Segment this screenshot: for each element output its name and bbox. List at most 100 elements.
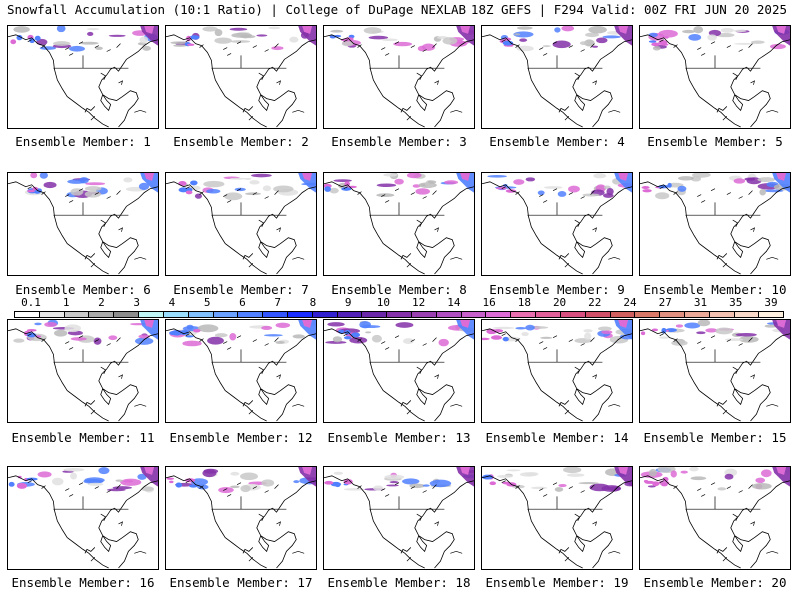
colorbar-tick-label: 22	[588, 296, 602, 309]
north-america-map	[640, 467, 790, 569]
north-america-map	[324, 26, 474, 128]
north-america-map	[482, 173, 632, 275]
colorbar-tick-label: 10	[376, 296, 390, 309]
ensemble-member-label: Ensemble Member: 7	[173, 282, 309, 297]
colorbar-tick-label: 12	[411, 296, 426, 309]
colorbar-swatch	[287, 312, 313, 317]
north-america-map	[166, 173, 316, 275]
ensemble-member-map	[639, 172, 791, 276]
ensemble-member-map	[323, 172, 475, 276]
ensemble-member-map	[165, 25, 317, 129]
colorbar-swatch	[436, 312, 462, 317]
north-america-map	[482, 26, 632, 128]
ensemble-member-label: Ensemble Member: 16	[11, 575, 155, 590]
ensemble-member-label: Ensemble Member: 13	[327, 430, 471, 445]
ensemble-member-map	[639, 25, 791, 129]
colorbar-tick-label: 6	[239, 296, 246, 309]
north-america-map	[8, 26, 158, 128]
colorbar-swatch	[660, 312, 685, 317]
colorbar-tick-label: 0.1	[21, 296, 41, 309]
map-title: Snowfall Accumulation (10:1 Ratio) | Col…	[7, 2, 467, 17]
ensemble-member-map	[7, 25, 159, 129]
colorbar-swatch	[312, 312, 338, 317]
ensemble-member-map	[165, 466, 317, 570]
ensemble-member-map	[323, 25, 475, 129]
ensemble-member-map	[639, 319, 791, 423]
ensemble-member-map	[165, 172, 317, 276]
run-valid-time: 18Z GEFS | F294 Valid: 00Z FRI JUN 20 20…	[470, 2, 787, 17]
colorbar-tick-label: 4	[168, 296, 176, 309]
colorbar-swatch	[734, 312, 760, 317]
colorbar-swatch	[684, 312, 710, 317]
north-america-map	[482, 467, 632, 569]
colorbar-tick-label: 39	[764, 296, 778, 309]
colorbar-swatch	[139, 312, 164, 317]
north-america-map	[8, 467, 158, 569]
ensemble-member-map	[165, 319, 317, 423]
ensemble-member-label: Ensemble Member: 8	[331, 282, 467, 297]
ensemble-member-map	[481, 319, 633, 423]
ensemble-member-label: Ensemble Member: 5	[647, 134, 783, 149]
ensemble-member-map	[481, 25, 633, 129]
colorbar-tick-label: 5	[203, 296, 211, 309]
colorbar-swatch	[188, 312, 214, 317]
ensemble-member-map	[639, 466, 791, 570]
colorbar-swatch	[412, 312, 437, 317]
ensemble-member-label: Ensemble Member: 1	[15, 134, 151, 149]
colorbar-swatch	[64, 312, 90, 317]
ensemble-member-label: Ensemble Member: 14	[485, 430, 629, 445]
colorbar-swatch	[213, 312, 239, 317]
north-america-map	[640, 173, 790, 275]
ensemble-member-label: Ensemble Member: 18	[327, 575, 471, 590]
ensemble-member-label: Ensemble Member: 11	[11, 430, 155, 445]
north-america-map	[166, 320, 316, 422]
colorbar-tick-label: 20	[552, 296, 567, 309]
ensemble-member-map	[7, 466, 159, 570]
ensemble-member-label: Ensemble Member: 12	[169, 430, 313, 445]
colorbar-swatch	[536, 312, 561, 317]
north-america-map	[8, 320, 158, 422]
colorbar-swatch	[163, 312, 189, 317]
colorbar-swatch	[39, 312, 65, 317]
ensemble-member-map	[323, 319, 475, 423]
north-america-map	[640, 26, 790, 128]
colorbar-swatch	[15, 312, 40, 317]
ensemble-member-label: Ensemble Member: 19	[485, 575, 629, 590]
colorbar-swatch	[585, 312, 611, 317]
colorbar-swatch	[337, 312, 363, 317]
ensemble-member-label: Ensemble Member: 15	[643, 430, 787, 445]
colorbar-swatch	[560, 312, 586, 317]
colorbar-tick-label: 16	[482, 296, 496, 309]
ensemble-member-map	[323, 466, 475, 570]
ensemble-member-label: Ensemble Member: 2	[173, 134, 309, 149]
north-america-map	[8, 173, 158, 275]
ensemble-member-label: Ensemble Member: 4	[489, 134, 625, 149]
north-america-map	[166, 26, 316, 128]
north-america-map	[166, 467, 316, 569]
colorbar-tick-label: 2	[98, 296, 105, 309]
ensemble-member-map	[7, 319, 159, 423]
colorbar-swatch	[635, 312, 661, 317]
colorbar-swatch	[709, 312, 735, 317]
north-america-map	[324, 173, 474, 275]
colorbar-swatch	[759, 312, 784, 317]
colorbar-swatch	[511, 312, 537, 317]
ensemble-member-map	[481, 466, 633, 570]
ensemble-member-map	[7, 172, 159, 276]
colorbar-swatch	[610, 312, 636, 317]
colorbar-swatch	[89, 312, 115, 317]
ensemble-member-map	[481, 172, 633, 276]
colorbar-tick-label: 9	[344, 296, 352, 309]
colorbar-tick-label: 27	[658, 296, 672, 309]
colorbar-tick-label: 31	[693, 296, 708, 309]
colorbar-swatch	[114, 312, 140, 317]
north-america-map	[482, 320, 632, 422]
ensemble-member-label: Ensemble Member: 17	[169, 575, 313, 590]
north-america-map	[640, 320, 790, 422]
colorbar-tick-label: 24	[623, 296, 637, 309]
colorbar-tick-label: 1	[62, 296, 70, 309]
colorbar-tick-label: 18	[517, 296, 531, 309]
ensemble-member-label: Ensemble Member: 9	[489, 282, 625, 297]
colorbar-tick-label: 3	[133, 296, 141, 309]
ensemble-member-label: Ensemble Member: 6	[15, 282, 151, 297]
